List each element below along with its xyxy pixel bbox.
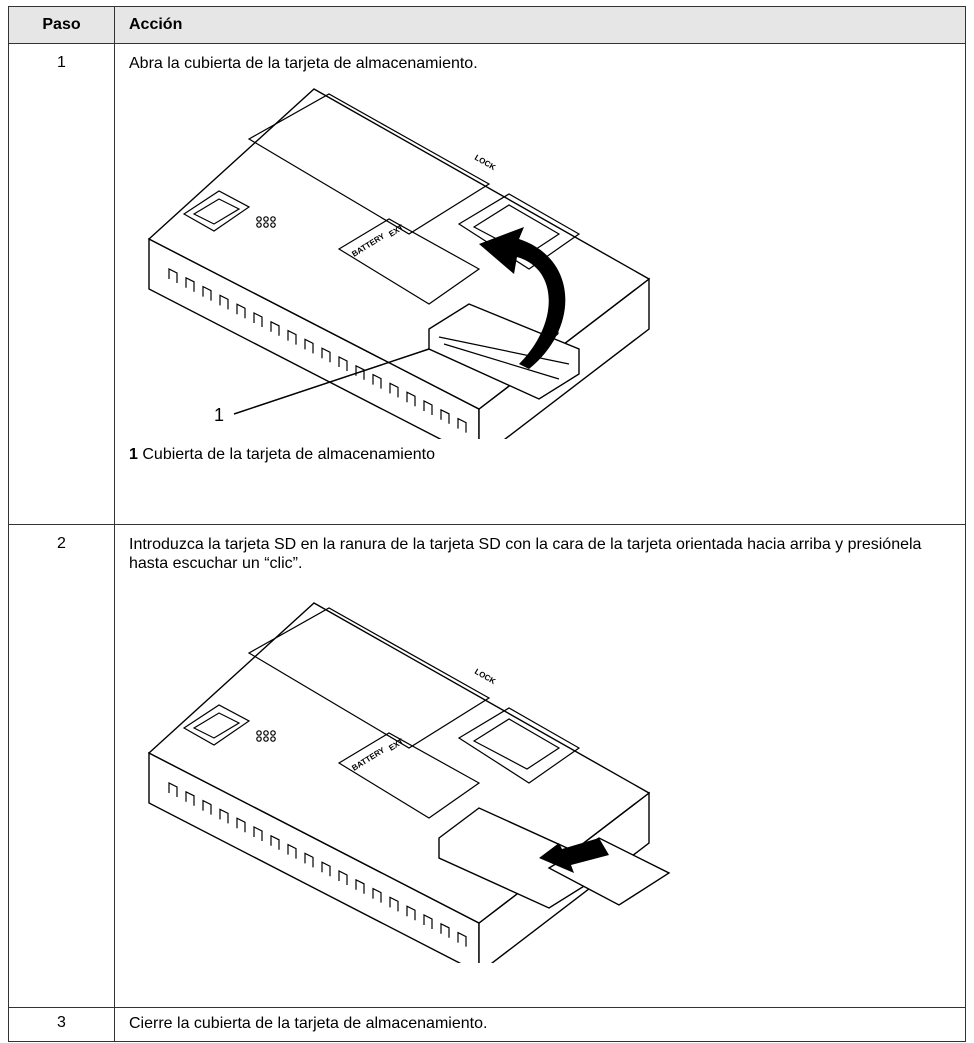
- action-cell: Cierre la cubierta de la tarjeta de alma…: [114, 1007, 966, 1042]
- ribs: [168, 268, 467, 433]
- device-label: LOCK: [473, 153, 497, 172]
- dot: [270, 730, 276, 736]
- header-row: Paso Acción: [8, 6, 966, 44]
- dot: [270, 736, 276, 742]
- action-cell: Abra la cubierta de la tarjeta de almace…: [114, 43, 966, 525]
- action-text: Introduzca la tarjeta SD en la ranura de…: [129, 536, 922, 572]
- dot: [256, 730, 262, 736]
- callout-label: 1: [214, 405, 224, 425]
- device-label: LOCK: [473, 667, 497, 686]
- dot: [256, 736, 262, 742]
- dot: [263, 216, 269, 222]
- dot: [263, 730, 269, 736]
- legend-text: Cubierta de la tarjeta de almacenamiento: [142, 446, 435, 463]
- dot: [270, 216, 276, 222]
- dot: [256, 216, 262, 222]
- battery-cover: [337, 732, 481, 819]
- dot: [256, 222, 262, 228]
- action-text: Abra la cubierta de la tarjeta de almace…: [129, 55, 478, 72]
- steps-table: Paso Acción 1 Abra la cubierta de la tar…: [8, 6, 966, 1042]
- label-panel: [247, 93, 491, 235]
- dot: [270, 222, 276, 228]
- curved-arrow: [479, 227, 566, 369]
- ribs: [168, 782, 467, 947]
- slot-area: [457, 707, 581, 784]
- figure: LOCKBATTERYEXTSYSTEM CARD: [147, 602, 671, 963]
- cover-detail: [438, 336, 570, 380]
- step-number: 2: [8, 524, 115, 1008]
- action-cell: Introduzca la tarjeta SD en la ranura de…: [114, 524, 966, 1008]
- legend-number: 1: [129, 446, 138, 463]
- connector: [182, 704, 251, 746]
- row: 1 Abra la cubierta de la tarjeta de alma…: [8, 43, 966, 525]
- legend: 1 Cubierta de la tarjeta de almacenamien…: [129, 445, 949, 464]
- header-cell: Paso: [8, 6, 115, 44]
- step-number: 3: [8, 1007, 115, 1042]
- header-cell: Acción: [114, 6, 966, 44]
- dot: [263, 736, 269, 742]
- battery-cover: [337, 218, 481, 305]
- connector: [182, 190, 251, 232]
- figure: LOCKBATTERYEXTSYSTEM CARD1: [147, 88, 651, 439]
- row: 3 Cierre la cubierta de la tarjeta de al…: [8, 1007, 966, 1042]
- step-number: 1: [8, 43, 115, 525]
- row: 2 Introduzca la tarjeta SD en la ranura …: [8, 524, 966, 1008]
- dot: [263, 222, 269, 228]
- label-panel: [247, 607, 491, 749]
- insert-arrow: [539, 838, 609, 873]
- callout-line: [233, 348, 430, 415]
